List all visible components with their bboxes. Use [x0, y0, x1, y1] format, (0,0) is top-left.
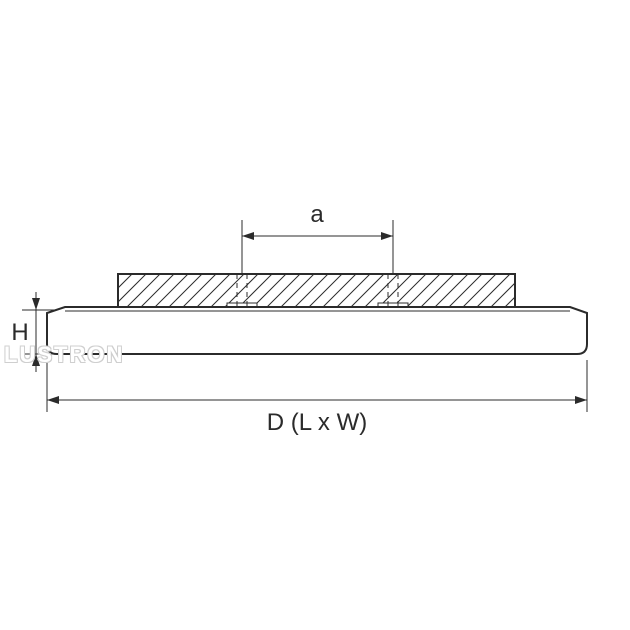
svg-text:D (L x W): D (L x W) [267, 409, 367, 436]
watermark-text: LUSTRON [0, 340, 128, 370]
svg-text:a: a [310, 201, 324, 228]
dimension-drawing: aHD (L x W) [0, 0, 630, 630]
